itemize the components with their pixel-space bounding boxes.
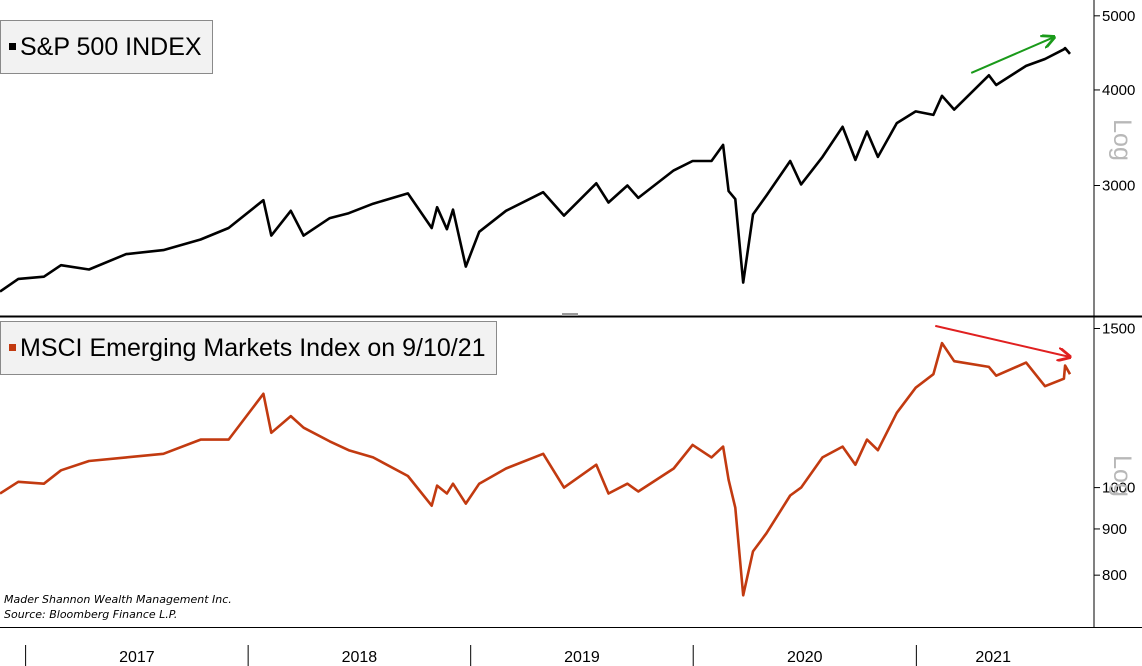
x-tick-label: 2017 xyxy=(119,649,155,666)
spx-legend-swatch xyxy=(9,42,16,50)
y-tick-label: 900 xyxy=(1102,521,1127,538)
x-tick-label: 2020 xyxy=(787,649,823,666)
top-panel-y-axis: 3000 4000 5000 xyxy=(1094,8,1135,195)
spx-series-line xyxy=(0,46,1071,293)
y-tick-label: 1000 xyxy=(1102,480,1135,497)
spx-legend: S&P 500 INDEX xyxy=(0,20,213,74)
x-tick-label: 2019 xyxy=(564,649,600,666)
em-legend-swatch xyxy=(9,343,16,351)
source-line-2: Source: Bloomberg Finance L.P. xyxy=(4,608,178,621)
green-up-trend-arrow xyxy=(970,37,1054,74)
panel-divider-grip[interactable] xyxy=(562,313,578,316)
y-tick-label: 4000 xyxy=(1102,82,1135,99)
spx-legend-label: S&P 500 INDEX xyxy=(20,33,202,61)
x-tick-label: 2018 xyxy=(342,649,378,666)
y-tick-label: 3000 xyxy=(1102,178,1135,195)
bottom-panel-log-label: Log xyxy=(1108,455,1136,497)
em-legend: MSCI Emerging Markets Index on 9/10/21 xyxy=(0,321,497,375)
y-tick-label: 800 xyxy=(1102,567,1127,584)
x-tick-label: 2021 xyxy=(975,649,1011,666)
y-tick-label: 5000 xyxy=(1102,8,1135,25)
source-line-1: Mader Shannon Wealth Management Inc. xyxy=(4,593,232,606)
bottom-panel-y-axis: 800 900 1000 1500 xyxy=(1094,320,1135,584)
y-tick-label: 1500 xyxy=(1102,320,1135,337)
top-panel-log-label: Log xyxy=(1108,119,1136,161)
em-legend-label: MSCI Emerging Markets Index on 9/10/21 xyxy=(20,334,486,362)
em-series-line xyxy=(0,341,1072,597)
x-axis: 2017 2018 2019 2020 2021 xyxy=(25,645,1011,666)
red-down-trend-arrow xyxy=(935,324,1070,357)
